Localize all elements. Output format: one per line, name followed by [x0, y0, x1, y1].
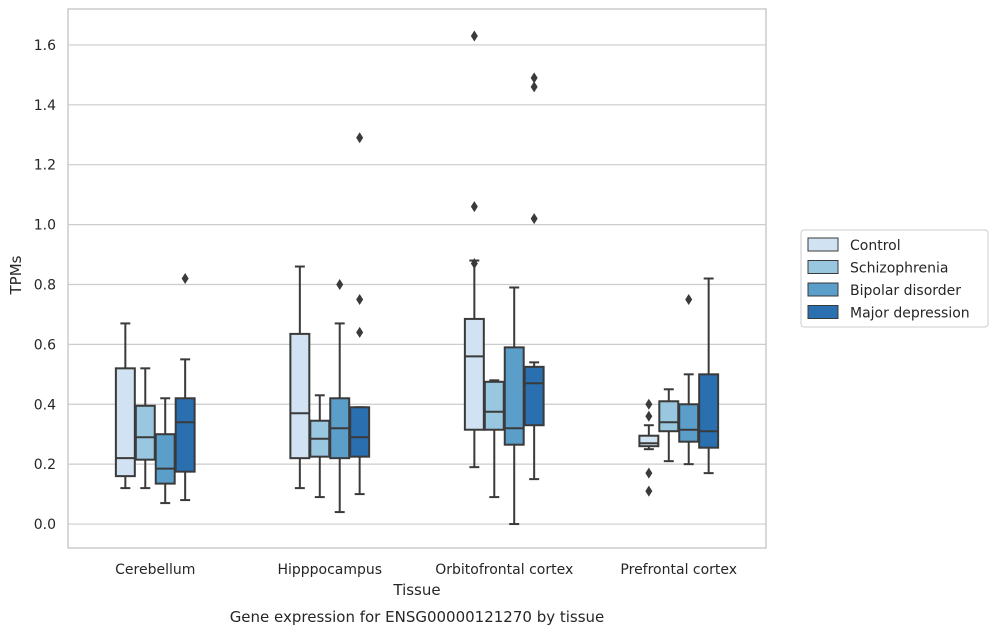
box-2-3: [523, 72, 545, 481]
y-tick-label: 1.4: [34, 98, 56, 114]
box-iqr: [658, 400, 680, 433]
legend-swatch: [807, 305, 839, 319]
outlier-point: [645, 398, 653, 410]
box-iqr: [483, 380, 505, 431]
box-1-0: [289, 265, 311, 490]
box-2-0: [463, 30, 485, 469]
legend-swatch: [807, 237, 839, 252]
legend-swatch: [807, 282, 839, 297]
box-0-1: [134, 367, 156, 490]
box-iqr: [349, 406, 371, 458]
box-3-1: [658, 388, 680, 463]
x-tick-label: Hipppocampus: [277, 562, 382, 578]
legend-frame: [800, 229, 989, 328]
box-plot-series: [114, 30, 720, 526]
outlier-point: [685, 293, 693, 305]
box-iqr: [174, 397, 196, 473]
y-tick-label: 0.0: [34, 517, 56, 533]
y-tick-label: 0.2: [34, 457, 56, 473]
box-iqr: [289, 332, 311, 460]
box-iqr: [134, 404, 156, 461]
outlier-point: [645, 467, 653, 479]
x-tick-label: Cerebellum: [115, 562, 195, 578]
legend: Control Schizophrenia Bipolar disorder Majo…: [800, 229, 989, 328]
y-tick-label: 0.6: [34, 337, 56, 353]
box-iqr: [678, 403, 700, 443]
y-tick-label: 1.0: [34, 218, 56, 234]
legend-label: Control: [850, 238, 901, 254]
x-axis-title: Tissue: [392, 581, 440, 599]
outlier-point: [181, 273, 189, 284]
box-2-2: [503, 286, 525, 526]
box-1-1: [309, 394, 331, 499]
outlier-point: [336, 278, 344, 290]
outlier-point: [470, 258, 478, 270]
box-0-2: [154, 397, 176, 505]
x-tick-label: Prefrontal cortex: [620, 562, 737, 578]
box-iqr: [114, 367, 136, 478]
outlier-point: [356, 132, 364, 144]
outlier-point: [645, 410, 653, 422]
box-iqr: [503, 346, 525, 446]
chart-caption: Gene expression for ENSG00000121270 by t…: [230, 608, 605, 626]
box-3-3: [698, 277, 720, 475]
box-1-3: [349, 132, 371, 496]
legend-label: Major depression: [850, 306, 970, 322]
box-iqr: [638, 434, 660, 448]
box-iqr: [698, 373, 720, 449]
legend-swatch: [807, 260, 839, 274]
box-0-0: [114, 322, 136, 490]
y-tick-label: 0.8: [34, 277, 56, 293]
axis-ticks: 0.0 0.2 0.4 0.6 0.8 1.0 1.2 1.4 1.6 Cerebellum Hip…: [34, 38, 737, 578]
outlier-point: [530, 72, 538, 84]
outlier-point: [470, 30, 478, 42]
box-0-3: [174, 273, 196, 502]
outlier-point: [530, 81, 538, 93]
outlier-point: [645, 485, 653, 497]
plot-frame: [67, 8, 767, 549]
box-3-0: [638, 398, 660, 497]
box-3-2: [678, 293, 700, 466]
box-iqr: [463, 317, 485, 431]
y-axis-title: TPMs: [7, 255, 25, 295]
y-tick-label: 1.6: [34, 38, 56, 54]
legend-label: Bipolar disorder: [850, 283, 961, 299]
y-tick-label: 1.2: [34, 158, 56, 174]
outlier-point: [470, 201, 478, 213]
y-tick-label: 0.4: [34, 397, 56, 413]
box-1-2: [329, 278, 351, 514]
box-2-1: [483, 379, 505, 499]
outlier-point: [356, 326, 364, 338]
outlier-point: [356, 293, 364, 305]
box-iqr: [523, 365, 545, 427]
box-iqr: [154, 433, 176, 485]
outlier-point: [530, 213, 538, 225]
x-tick-label: Orbitofrontal cortex: [435, 562, 573, 578]
legend-label: Schizophrenia: [850, 261, 948, 277]
